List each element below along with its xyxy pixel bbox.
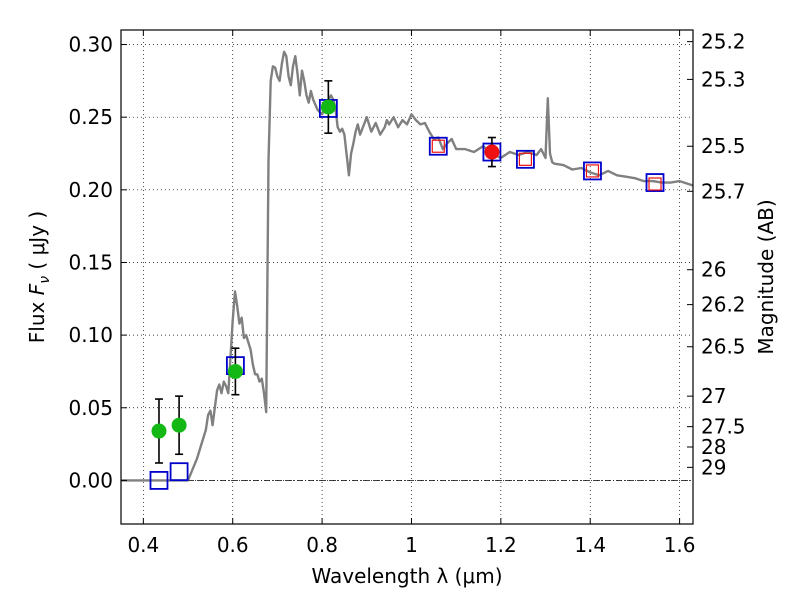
y2-tick-label: 26.5 <box>701 335 746 359</box>
plot-area <box>121 50 693 490</box>
model-photometry-square <box>149 471 169 490</box>
upper-limit-square <box>648 177 662 191</box>
upper-limit-square <box>431 139 445 153</box>
x-axis-title: Wavelength λ (μm) <box>311 564 502 588</box>
y2-tick-label: 27 <box>701 384 726 408</box>
model-photometry-square <box>516 149 535 169</box>
y-axis-title-symbol: F <box>25 283 49 295</box>
x-tick-label: 1.2 <box>485 533 517 557</box>
y2-tick-label: 29 <box>701 455 726 479</box>
y-axis-title: Flux Fν ( μJy ) <box>25 211 53 343</box>
y-tick-label: 0.25 <box>68 105 113 129</box>
y-tick-label: 0.20 <box>68 178 113 202</box>
model-photometry-square <box>169 462 189 482</box>
observed-point <box>151 423 167 439</box>
y-axis-title-subscript: ν <box>37 276 53 284</box>
y2-tick-label: 27.5 <box>701 415 746 439</box>
x-tick-label: 1.6 <box>664 533 696 557</box>
observed-point <box>484 144 500 160</box>
model-photometry-square <box>645 173 665 192</box>
y2-tick-label: 25.7 <box>701 179 746 203</box>
observed-point <box>227 363 243 379</box>
y-tick-label: 0.10 <box>68 323 113 347</box>
plot-frame <box>120 29 694 525</box>
y2-tick-label: 25.3 <box>701 67 746 91</box>
y-tick-label: 0.00 <box>68 468 113 492</box>
x-tick-label: 0.6 <box>217 533 249 557</box>
y-tick-label: 0.15 <box>68 250 113 274</box>
axes: 0.4 0.6 0.8 1 1.2 1.4 1.6 0.00 0.05 0.10 0.15 0.20 0… <box>68 30 745 557</box>
y2-axis-title: Magnitude (AB) <box>754 199 778 354</box>
x-tick-label: 1 <box>405 533 418 557</box>
y2-tick-label: 28 <box>701 435 726 459</box>
upper-limit-square <box>585 164 600 178</box>
y-tick-label: 0.30 <box>68 33 113 57</box>
observed-point <box>171 417 187 433</box>
y2-tick-label: 25.2 <box>701 30 746 54</box>
y2-tick-label: 25.5 <box>701 134 746 158</box>
x-tick-label: 1.4 <box>574 533 606 557</box>
y2-tick-label: 26.2 <box>701 293 746 317</box>
y2-tick-label: 26 <box>701 258 726 282</box>
y-axis-title-suffix: ( μJy ) <box>25 211 49 276</box>
model-photometry-square <box>583 161 602 181</box>
upper-limit-square <box>518 152 533 166</box>
y-axis-title-prefix: Flux <box>25 295 49 343</box>
model-photometry-square <box>428 136 448 156</box>
observed-point <box>320 99 336 115</box>
sed-model-line <box>121 50 693 482</box>
x-tick-label: 0.4 <box>127 533 159 557</box>
x-tick-label: 0.8 <box>306 533 338 557</box>
y-tick-label: 0.05 <box>68 396 113 420</box>
